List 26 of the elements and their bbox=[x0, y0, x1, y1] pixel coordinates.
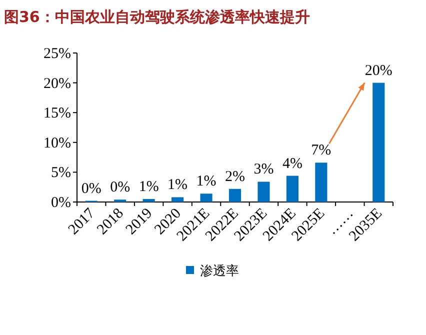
y-tick-label: 5% bbox=[51, 165, 71, 182]
y-tick-label: 0% bbox=[51, 195, 71, 211]
data-label: 2% bbox=[225, 168, 245, 185]
data-label: 20% bbox=[364, 62, 392, 79]
data-label: 1% bbox=[196, 174, 216, 190]
y-tick-label: 15% bbox=[44, 106, 71, 122]
bar bbox=[258, 182, 270, 202]
data-label: 0% bbox=[110, 180, 130, 196]
data-label: 4% bbox=[282, 156, 302, 172]
bar bbox=[372, 82, 385, 202]
data-label: 0% bbox=[81, 180, 102, 197]
bar bbox=[200, 194, 212, 202]
data-label: 1% bbox=[168, 177, 188, 194]
bar bbox=[172, 197, 184, 202]
y-tick-label: 25% bbox=[44, 46, 71, 62]
bar bbox=[315, 162, 328, 202]
data-label: 3% bbox=[254, 162, 274, 178]
bar bbox=[286, 176, 298, 202]
y-tick-label: 20% bbox=[44, 76, 71, 92]
y-tick-label: 10% bbox=[44, 135, 71, 152]
bar bbox=[228, 188, 242, 202]
data-label: 7% bbox=[311, 142, 332, 159]
bar bbox=[142, 199, 155, 202]
data-label: 1% bbox=[138, 179, 159, 196]
legend-label: 渗透率 bbox=[200, 263, 239, 279]
chart-title: 图36：中国农业自动驾驶系统渗透率快速提升 bbox=[4, 8, 310, 26]
